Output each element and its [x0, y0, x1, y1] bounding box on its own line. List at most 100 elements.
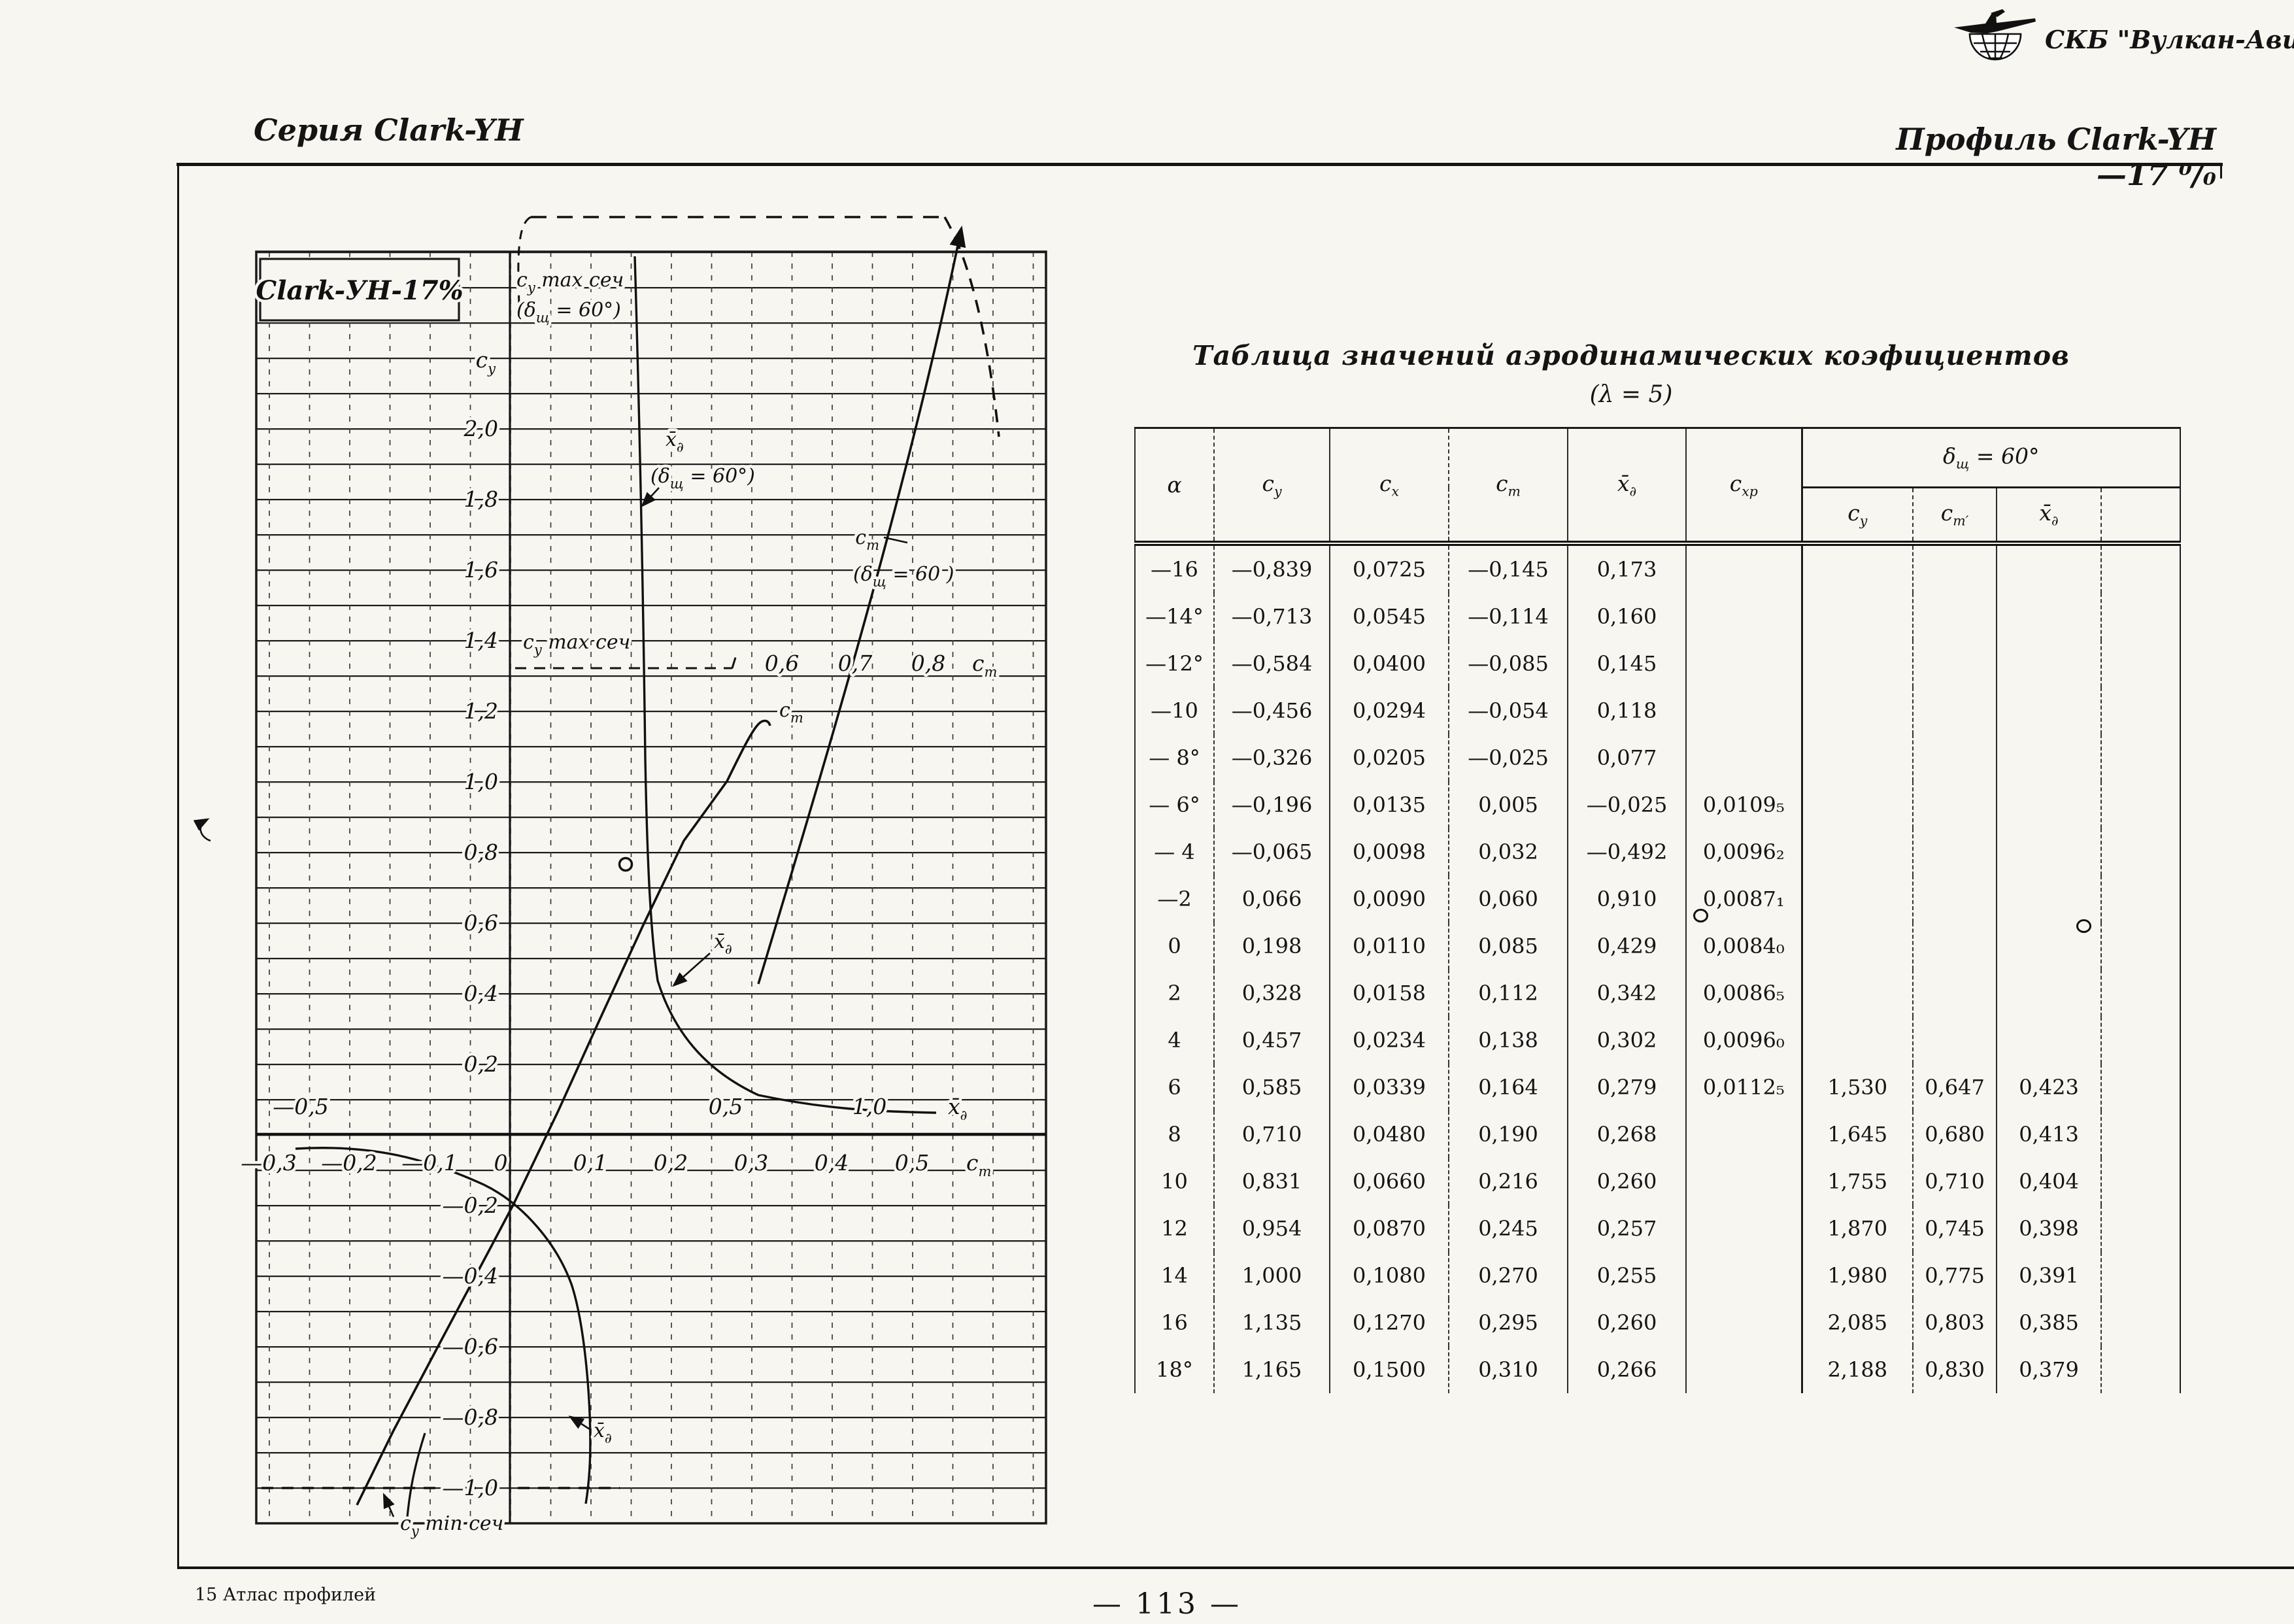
coefficient-table: α cy cx cm x̄∂ cxp δщ = 60° cy cm′ x̄∂ —… — [1134, 427, 2182, 1393]
table-cell: 0,190 — [1448, 1111, 1568, 1158]
table-cell: 0,173 — [1567, 543, 1686, 593]
table-cell — [1800, 922, 1913, 970]
table-cell: 0,279 — [1567, 1064, 1686, 1111]
table-cell: 1,135 — [1213, 1299, 1330, 1346]
table-cell — [1912, 1017, 1997, 1064]
table-cell — [1996, 593, 2101, 640]
table-cell: 0,831 — [1213, 1158, 1330, 1205]
table-row: —10 —0,456 0,0294 —0,054 0,118 — [1135, 687, 2181, 734]
table-cell: — 6° — [1149, 792, 1200, 817]
table-cell — [1996, 543, 2101, 593]
table-cell: 0,830 — [1912, 1346, 1997, 1393]
xd-curve-lower — [295, 1147, 592, 1504]
tick-label: 0,2 — [464, 1051, 498, 1077]
table-cell: 0,198 — [1213, 922, 1330, 970]
table-cell: 1,755 — [1800, 1158, 1913, 1205]
tick-label: 0,7 — [838, 651, 872, 676]
col-header-xd: x̄∂ — [1567, 428, 1686, 546]
table-cell — [2100, 1205, 2181, 1252]
table-cell: 0,457 — [1213, 1017, 1330, 1064]
col-header-alpha: α — [1135, 428, 1214, 546]
cm-curve-label: cm — [779, 699, 803, 726]
table-cell: 0,398 — [1996, 1205, 2101, 1252]
tick-label: 0,3 — [734, 1150, 768, 1176]
table-cell: 0,0234 — [1329, 1017, 1449, 1064]
table-cell — [2100, 1064, 2181, 1111]
tick-label: 0 — [494, 1150, 508, 1176]
table-cell: 1,980 — [1800, 1252, 1913, 1299]
table-cell — [1996, 1017, 2101, 1064]
table-row: 8 0,710 0,0480 0,190 0,268 1,645 0,680 0,413 — [1135, 1111, 2181, 1158]
table-body: —16 —0,839 0,0725 —0,145 0,173 —14° —0,713 0,05… — [1135, 543, 2181, 1393]
page-number: — 113 — — [1092, 1587, 1241, 1621]
table-cell: 12 — [1161, 1216, 1188, 1241]
table-cell: 0,0400 — [1329, 640, 1449, 687]
cm-axis-label: cm — [966, 1150, 991, 1179]
table-cell — [1800, 970, 1913, 1017]
table-cell: 0,138 — [1448, 1017, 1568, 1064]
xd-flap-label-2: (δщ = 60°) — [650, 465, 755, 492]
table-row: —14° —0,713 0,0545 —0,114 0,160 — [1135, 593, 2181, 640]
cy-axis-label: cy — [476, 347, 496, 377]
table-cell: —14° — [1145, 604, 1204, 629]
table-cell: 0,0725 — [1329, 543, 1449, 593]
table-cell: 0,302 — [1567, 1017, 1686, 1064]
table-cell: 0,910 — [1567, 875, 1686, 922]
table-cell: 1,530 — [1800, 1064, 1913, 1111]
table-cell — [2100, 593, 2181, 640]
table-cell: 0 — [1168, 934, 1181, 958]
table-cell: 0,342 — [1567, 970, 1686, 1017]
profile-title: Профиль Clark-YH—17 ⁰/₀ — [1896, 122, 2216, 192]
table-cell: 0,328 — [1213, 970, 1330, 1017]
table-cell: 0,0205 — [1329, 734, 1449, 781]
ink-ring-mark — [618, 856, 633, 872]
table-cell: —0,145 — [1448, 543, 1568, 593]
tick-label: 0,2 — [654, 1150, 688, 1176]
table-row: 16 1,135 0,1270 0,295 0,260 2,085 0,803 0,385 — [1135, 1299, 2181, 1346]
table-cell — [1912, 543, 1997, 593]
table-cell: 0,0112₅ — [1685, 1064, 1802, 1111]
table-cell: 0,803 — [1912, 1299, 1997, 1346]
ink-ring-mark — [1693, 909, 1708, 922]
table-cell: 0,257 — [1567, 1205, 1686, 1252]
cm-flap-label-2: (δщ = 60 ) — [853, 563, 954, 590]
tick-label: 0,8 — [911, 651, 945, 676]
table-cell — [1685, 1111, 1802, 1158]
table-cell — [2100, 1158, 2181, 1205]
table-cell: 0,0158 — [1329, 970, 1449, 1017]
table-cell — [1800, 640, 1913, 687]
table-cell: 0,710 — [1912, 1158, 1997, 1205]
table-cell: 0,0109₅ — [1685, 781, 1802, 828]
axis-ticks: 2,0 1,8 1,6 1,4 1,2 1,0 0,8 0,6 0,4 0,2 —0,2 —0,4 —0… — [238, 413, 949, 1504]
table-cell — [1996, 640, 2101, 687]
table-cell: —0,713 — [1213, 593, 1330, 640]
airplane-globe-icon — [1954, 9, 2036, 61]
table-cell: 0,391 — [1996, 1252, 2101, 1299]
table-cell: 0,255 — [1567, 1252, 1686, 1299]
table-cell: 0,385 — [1996, 1299, 2101, 1346]
xd-curve-upper — [633, 256, 937, 1114]
table-cell: 0,0098 — [1329, 828, 1449, 875]
tick-label: —0,6 — [443, 1334, 498, 1359]
table-row: 4 0,457 0,0234 0,138 0,302 0,0096₀ — [1135, 1017, 2181, 1064]
cy-min-leader-arrow — [382, 1493, 395, 1517]
table-cell: 0,270 — [1448, 1252, 1568, 1299]
table-cell — [2100, 1299, 2181, 1346]
table-cell — [2100, 1017, 2181, 1064]
logo-org-name: СКБ "Вулкан-Авиа" — [2045, 25, 2294, 54]
table-cell: 0,585 — [1213, 1064, 1330, 1111]
table-cell: 1,645 — [1800, 1111, 1913, 1158]
table-cell: 0,1080 — [1329, 1252, 1449, 1299]
table-cell — [1912, 734, 1997, 781]
cy-max-flap-label-2: (δщ = 60°) — [516, 299, 621, 326]
table-cell — [1800, 687, 1913, 734]
table-cell — [1685, 593, 1802, 640]
table-cell: —0,839 — [1213, 543, 1330, 593]
table-cell: 0,413 — [1996, 1111, 2101, 1158]
table-cell: 0,647 — [1912, 1064, 1997, 1111]
table-cell: 0,0090 — [1329, 875, 1449, 922]
table-cell — [1912, 640, 1997, 687]
table-cell — [2100, 922, 2181, 970]
table-cell — [1800, 875, 1913, 922]
col-header-flap-cy: cy — [1800, 487, 1913, 546]
